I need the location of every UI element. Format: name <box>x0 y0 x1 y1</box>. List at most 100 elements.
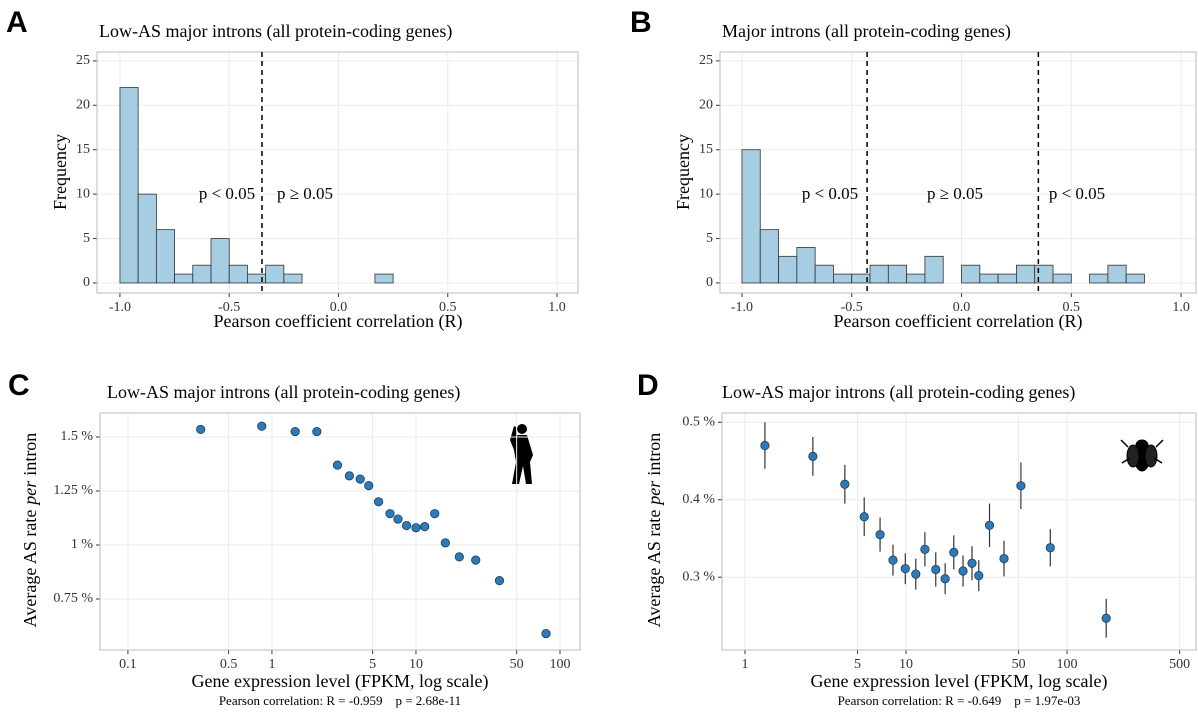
bar <box>961 264 981 284</box>
y-tick-label: 0 <box>83 275 90 290</box>
bar <box>778 255 798 284</box>
point <box>257 421 267 431</box>
y-tick-label: 0.5 % <box>682 415 715 430</box>
x-tick-label: 1.0 <box>548 300 566 315</box>
bar <box>1052 273 1072 284</box>
bar <box>869 264 889 284</box>
x-tick-label: 1 <box>268 657 275 672</box>
y-tick-label: 10 <box>699 186 713 201</box>
bar <box>192 264 212 284</box>
bar <box>833 273 853 284</box>
y-tick-label: 0.4 % <box>682 492 715 507</box>
bar <box>1107 264 1127 284</box>
x-tick-label: 1 <box>741 657 748 672</box>
chart-title: Major introns (all protein-coding genes) <box>722 21 1011 42</box>
x-tick-label: -0.5 <box>218 300 240 315</box>
point <box>958 566 968 576</box>
point <box>541 628 551 639</box>
y-tick-label: 10 <box>76 186 90 201</box>
footnote: Pearson correlation: R = -0.649 p = 1.97… <box>838 693 1081 708</box>
point <box>1101 613 1111 623</box>
y-tick-label: 0 <box>706 275 713 290</box>
y-tick-label: 15 <box>76 142 90 157</box>
point <box>290 426 300 437</box>
y-tick-label: 25 <box>699 53 713 68</box>
y-axis-title-part: per <box>20 480 40 507</box>
point <box>940 574 950 584</box>
y-tick-label: 5 <box>83 231 90 246</box>
y-tick-label: 1 % <box>71 537 94 552</box>
panel-letter: B <box>630 6 652 39</box>
annotation: p < 0.05 <box>199 184 255 203</box>
plot-border <box>96 51 579 294</box>
point <box>355 474 365 484</box>
x-tick-label: 0.5 <box>220 657 238 672</box>
y-axis-title: Average AS rate per intron <box>644 433 664 628</box>
x-tick-label: 5 <box>854 657 861 672</box>
x-axis-title: Gene expression level (FPKM, log scale) <box>811 671 1108 692</box>
y-tick-label: 0.75 % <box>53 591 93 606</box>
y-axis-title-part: per <box>644 480 664 507</box>
bar <box>924 255 944 284</box>
chart-title: Low-AS major introns (all protein-coding… <box>107 382 460 403</box>
panel: B Major introns (all protein-coding genes… <box>630 6 1197 332</box>
panel-letter: A <box>6 6 28 39</box>
bar <box>814 264 834 284</box>
annotation: p ≥ 0.05 <box>927 184 983 203</box>
point <box>411 523 421 533</box>
x-axis-title: Pearson coefficient correlation (R) <box>833 311 1082 332</box>
x-tick-label: 5 <box>369 657 376 672</box>
x-tick-label: -1.0 <box>731 300 753 315</box>
point <box>1045 543 1055 553</box>
x-tick-label: 50 <box>510 657 524 672</box>
y-tick-label: 20 <box>76 98 90 113</box>
point <box>393 514 403 524</box>
y-tick-label: 5 <box>706 231 713 246</box>
point <box>420 522 430 532</box>
y-tick-label: 1.25 % <box>53 483 93 498</box>
y-tick-label: 15 <box>699 142 713 157</box>
point <box>373 497 384 507</box>
panel-letter: C <box>8 369 30 402</box>
point <box>931 564 941 575</box>
point <box>196 424 206 435</box>
point <box>332 460 343 470</box>
point <box>312 426 322 437</box>
x-tick-label: -0.5 <box>841 300 863 315</box>
bar <box>887 264 908 284</box>
bar <box>741 149 761 284</box>
x-tick-label: 10 <box>899 657 913 672</box>
point <box>344 471 354 481</box>
footnote: Pearson correlation: R = -0.959 p = 2.68… <box>219 693 461 708</box>
chart-title: Low-AS major introns (all protein-coding… <box>722 382 1075 403</box>
chart-title: Low-AS major introns (all protein-coding… <box>99 21 452 42</box>
point <box>808 451 818 461</box>
x-tick-label: 0.0 <box>330 300 348 315</box>
y-tick-label: 1.5 % <box>60 429 93 444</box>
x-tick-label: 100 <box>549 657 570 672</box>
bar <box>997 273 1017 284</box>
x-tick-label: 50 <box>1012 657 1026 672</box>
y-axis-title-part: intron <box>20 433 40 476</box>
y-axis-title: Frequency <box>673 134 693 210</box>
point <box>454 552 464 562</box>
point <box>385 509 395 519</box>
point <box>440 538 450 548</box>
annotation: p < 0.05 <box>1049 184 1105 203</box>
bar <box>137 193 157 284</box>
x-tick-label: 0.5 <box>439 300 457 315</box>
bar <box>283 273 303 284</box>
panel-letter: D <box>637 369 659 402</box>
x-tick-label: 0.0 <box>953 300 971 315</box>
point <box>875 529 885 540</box>
y-axis-title: Average AS rate per intron <box>20 433 40 628</box>
point <box>840 479 850 489</box>
point <box>920 544 930 554</box>
bar <box>155 229 175 284</box>
y-axis-title-part: Average AS rate <box>644 510 664 628</box>
x-tick-label: -1.0 <box>109 300 131 315</box>
bar <box>119 87 139 284</box>
plot-border <box>719 51 1197 294</box>
bar <box>1016 264 1036 284</box>
